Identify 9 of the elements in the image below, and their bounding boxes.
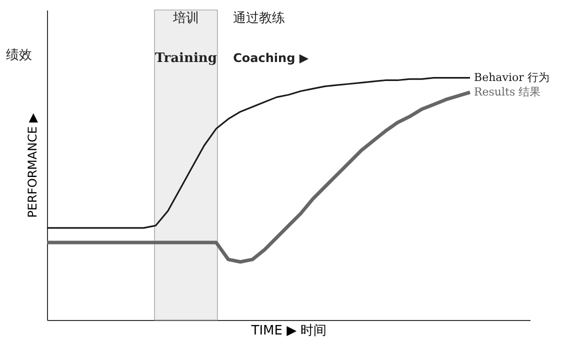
x-axis-title: TIME ▶ 时间 [250, 324, 327, 338]
text: 绩效 [6, 48, 32, 63]
series-label: Behavior 行为 [474, 70, 550, 84]
text: 培训 [172, 11, 199, 26]
y-axis-title: PERFORMANCE ▶ [26, 112, 40, 218]
text: Coaching ▶ [233, 51, 310, 65]
text: 通过教练 [233, 11, 286, 26]
series-label: Results 结果 [474, 85, 541, 98]
text: Training [155, 51, 217, 66]
